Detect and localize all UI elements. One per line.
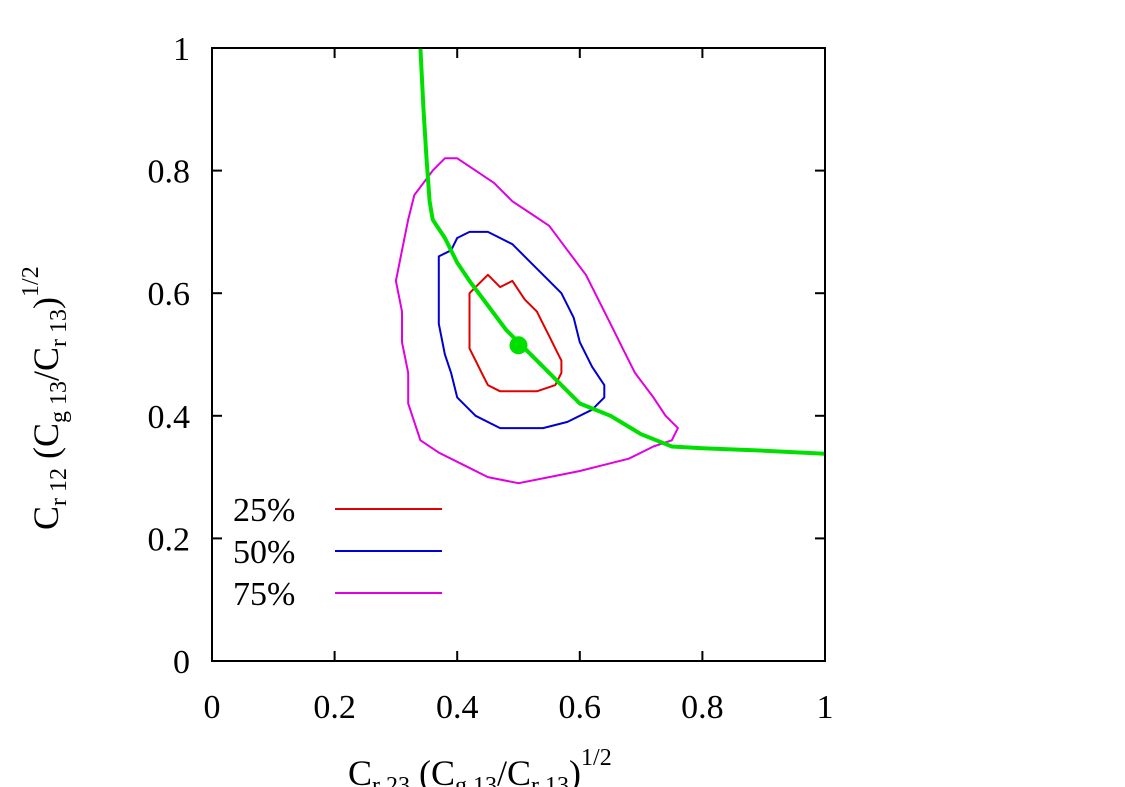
x-axis-label: Cr 23 (Cg 13/Cr 13)1/2 xyxy=(348,745,612,787)
contour-75-line xyxy=(394,157,679,485)
reference-curve-line xyxy=(418,48,825,456)
x-tick-label: 1 xyxy=(817,689,834,726)
legend-label: 75% xyxy=(233,576,295,613)
y-tick-label: 1 xyxy=(173,31,190,68)
y-axis-label: Cr 12 (Cg 13/Cr 13)1/2 xyxy=(18,266,72,530)
contour-50-line xyxy=(437,230,606,430)
y-tick-label: 0.4 xyxy=(148,399,191,436)
x-tick-label: 0.4 xyxy=(436,689,479,726)
axis-ticks: 00 0.2 0.2 0.4 0.4 0.6 0.6 0.8 0.8 1 1 xyxy=(148,31,834,726)
y-tick-label: 0.2 xyxy=(148,521,191,558)
best-fit-point-marker xyxy=(509,336,528,355)
plot-frame xyxy=(211,47,826,662)
x-tick-label: 0.8 xyxy=(681,689,724,726)
x-tick-label: 0.2 xyxy=(313,689,356,726)
x-tick-label: 0.6 xyxy=(559,689,602,726)
x-tick-label: 0 xyxy=(204,689,221,726)
y-tick-label: 0 xyxy=(173,644,190,681)
y-tick-label: 0.6 xyxy=(148,276,191,313)
legend-label: 50% xyxy=(233,534,295,571)
series-group xyxy=(394,48,825,485)
plot-area xyxy=(394,48,825,485)
y-tick-label: 0.8 xyxy=(148,154,191,191)
legend: 25% 50% 75% xyxy=(233,492,442,613)
contour-25-line xyxy=(468,273,563,393)
legend-label: 25% xyxy=(233,492,295,529)
